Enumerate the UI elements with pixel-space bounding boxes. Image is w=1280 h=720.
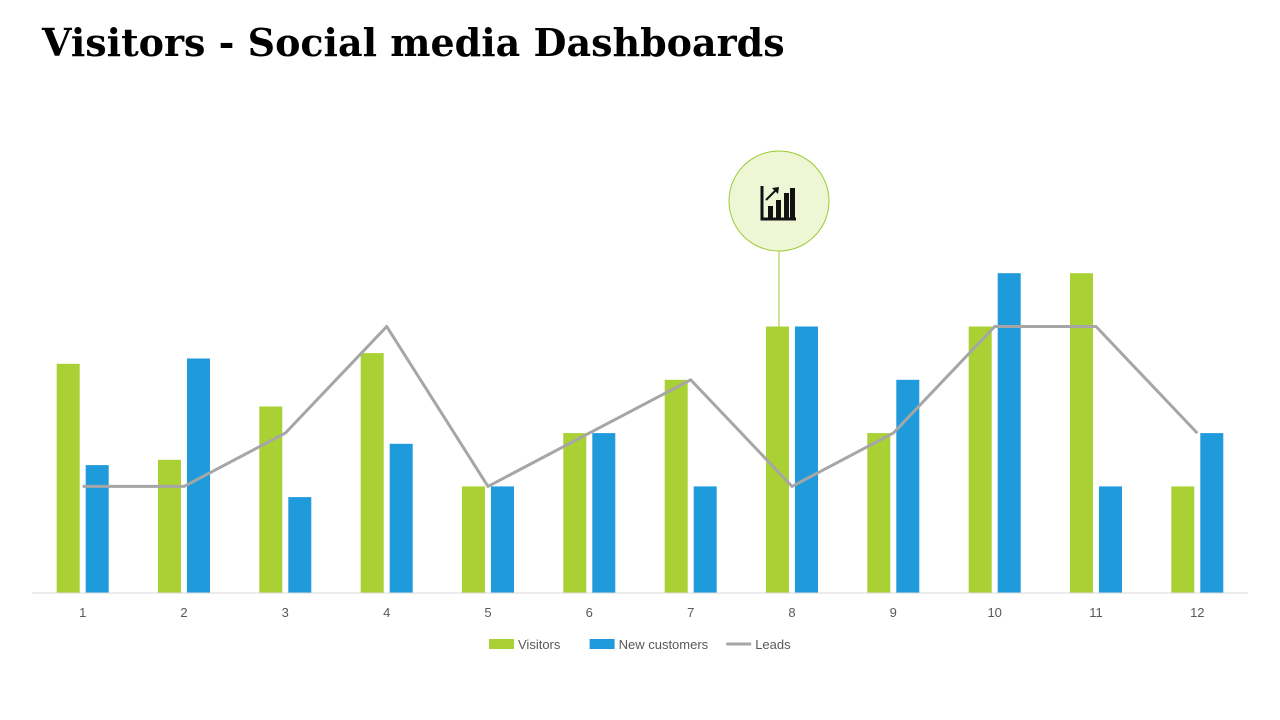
legend-swatch-new-customers <box>589 639 615 649</box>
bar-new-customers-8 <box>795 326 818 593</box>
bar-visitors-8 <box>766 326 789 593</box>
legend-label-visitors: Visitors <box>518 637 561 652</box>
x-tick-label: 8 <box>788 605 795 620</box>
bar-visitors-1 <box>56 363 80 593</box>
bar-new-customers-12 <box>1200 433 1224 593</box>
legend-label-new-customers: New customers <box>619 637 709 652</box>
x-tick-label: 3 <box>282 605 289 620</box>
bar-visitors-6 <box>563 433 587 593</box>
bar-visitors-9 <box>867 433 891 593</box>
bar-visitors-4 <box>360 353 384 593</box>
bar-visitors-3 <box>259 406 283 593</box>
x-tick-label: 7 <box>687 605 694 620</box>
bar-visitors-12 <box>1171 486 1195 593</box>
bar-new-customers-3 <box>288 497 312 593</box>
x-tick-label: 6 <box>586 605 593 620</box>
x-tick-label: 12 <box>1190 605 1204 620</box>
legend-label-leads: Leads <box>755 637 791 652</box>
x-tick-label: 1 <box>79 605 86 620</box>
bar-chart-growth-icon <box>760 186 796 221</box>
bar-visitors-11 <box>1070 273 1093 593</box>
x-tick-label: 9 <box>890 605 897 620</box>
bar-new-customers-5 <box>491 486 514 593</box>
x-tick-label: 2 <box>180 605 187 620</box>
legend: Visitors New customers Leads <box>489 637 791 652</box>
bar-new-customers-11 <box>1099 486 1122 593</box>
bar-new-customers-6 <box>592 433 616 593</box>
bar-new-customers-10 <box>997 273 1021 593</box>
bar-visitors-7 <box>664 379 688 593</box>
bar-visitors-2 <box>158 459 181 594</box>
bar-new-customers-7 <box>693 486 717 593</box>
bars-group <box>56 273 1224 594</box>
x-tick-label: 11 <box>1089 605 1103 620</box>
x-tick-label: 4 <box>383 605 390 620</box>
bar-new-customers-9 <box>896 379 920 593</box>
line-leads <box>82 325 1199 488</box>
bar-visitors-5 <box>462 486 485 593</box>
bar-new-customers-1 <box>85 465 109 593</box>
bar-visitors-10 <box>968 326 992 593</box>
bar-new-customers-2 <box>187 358 210 593</box>
callout-marker <box>728 150 830 327</box>
legend-swatch-visitors <box>489 639 514 649</box>
bar-new-customers-4 <box>389 443 413 593</box>
x-tick-label: 5 <box>484 605 491 620</box>
page-title: Visitors - Social media Dashboards <box>42 20 785 65</box>
x-tick-label: 10 <box>987 605 1001 620</box>
